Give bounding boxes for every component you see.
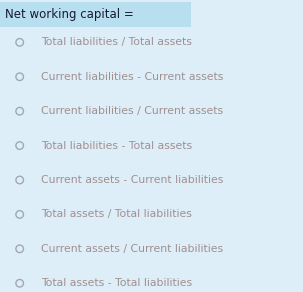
Ellipse shape: [16, 176, 24, 184]
Ellipse shape: [16, 142, 24, 150]
Text: Net working capital =: Net working capital =: [5, 8, 133, 21]
Text: Current liabilities / Current assets: Current liabilities / Current assets: [41, 106, 223, 116]
Text: Total liabilities - Total assets: Total liabilities - Total assets: [41, 140, 192, 151]
Text: Total assets - Total liabilities: Total assets - Total liabilities: [41, 278, 192, 288]
Text: Total liabilities / Total assets: Total liabilities / Total assets: [41, 37, 192, 47]
Text: Current assets - Current liabilities: Current assets - Current liabilities: [41, 175, 223, 185]
Ellipse shape: [16, 279, 24, 287]
Text: Total assets / Total liabilities: Total assets / Total liabilities: [41, 209, 192, 219]
Text: Current assets / Current liabilities: Current assets / Current liabilities: [41, 244, 223, 254]
Ellipse shape: [16, 245, 24, 253]
Ellipse shape: [16, 39, 24, 46]
Ellipse shape: [16, 107, 24, 115]
FancyBboxPatch shape: [0, 2, 191, 27]
Ellipse shape: [16, 73, 24, 81]
Text: Current liabilities - Current assets: Current liabilities - Current assets: [41, 72, 223, 82]
Ellipse shape: [16, 211, 24, 218]
